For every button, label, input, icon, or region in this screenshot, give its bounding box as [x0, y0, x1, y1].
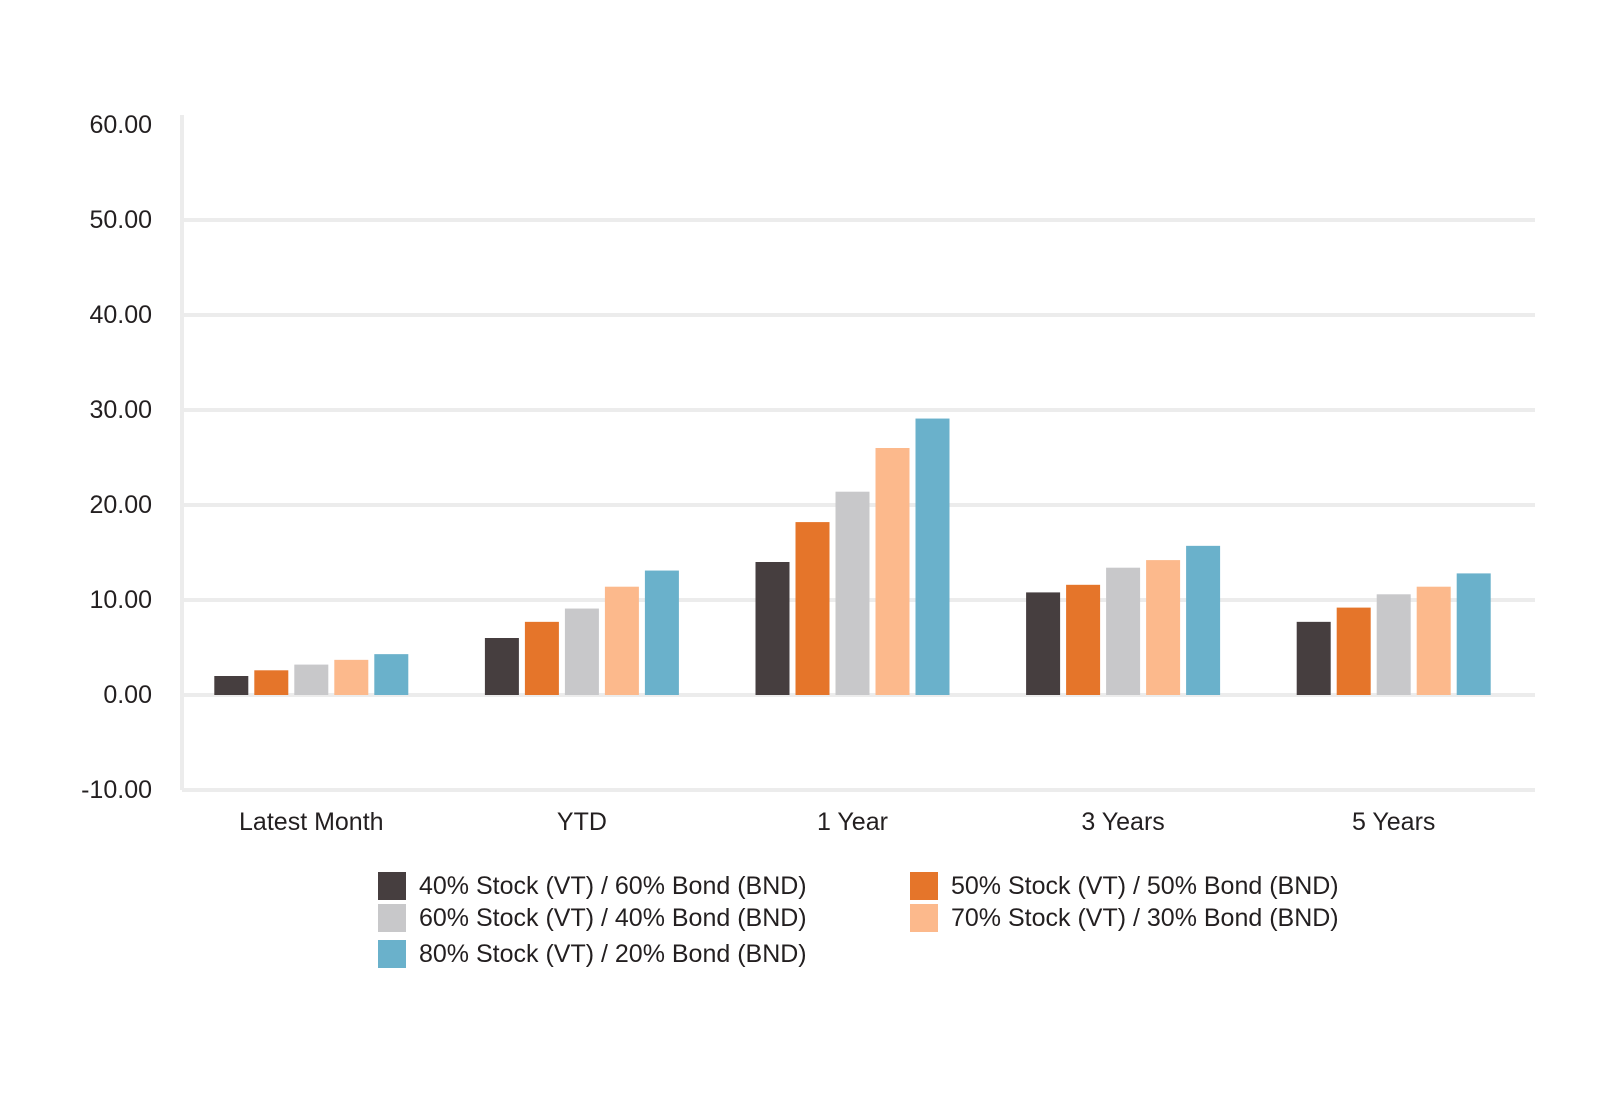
y-tick-label: 40.00	[89, 301, 152, 329]
bars	[214, 418, 1491, 695]
bar	[795, 522, 830, 695]
legend-label: 50% Stock (VT) / 50% Bond (BND)	[951, 872, 1339, 900]
y-tick-label: 20.00	[89, 491, 152, 519]
bar	[1146, 560, 1181, 695]
y-tick-label: 50.00	[89, 206, 152, 234]
bar	[1336, 607, 1371, 695]
legend-swatch	[378, 940, 406, 968]
bar	[835, 491, 870, 695]
bar	[1106, 567, 1141, 695]
bar	[334, 659, 369, 695]
bar	[1296, 621, 1331, 695]
y-tick-label: 0.00	[103, 681, 152, 709]
legend-label: 60% Stock (VT) / 40% Bond (BND)	[419, 904, 807, 932]
bar	[1186, 545, 1221, 695]
bar	[1026, 592, 1061, 695]
bar	[374, 654, 409, 695]
bar	[1456, 573, 1491, 695]
y-axis: 60.00 50.00 40.00 30.00 20.00 10.00 0.00 -10.00	[81, 111, 152, 804]
legend-swatch	[910, 904, 938, 932]
legend-swatch	[378, 904, 406, 932]
legend: 40% Stock (VT) / 60% Bond (BND) 50% Stock…	[378, 872, 1339, 968]
legend-swatch	[910, 872, 938, 900]
x-tick-label: Latest Month	[239, 808, 384, 836]
bar	[564, 608, 599, 695]
bar	[644, 570, 679, 695]
legend-label: 80% Stock (VT) / 20% Bond (BND)	[419, 940, 807, 968]
legend-label: 70% Stock (VT) / 30% Bond (BND)	[951, 904, 1339, 932]
bar	[294, 664, 329, 695]
bar	[214, 676, 249, 695]
x-axis: Latest Month YTD 1 Year 3 Years 5 Years	[239, 808, 1435, 836]
x-tick-label: YTD	[557, 808, 607, 836]
y-tick-label: -10.00	[81, 776, 152, 804]
x-tick-label: 3 Years	[1081, 808, 1164, 836]
y-tick-label: 60.00	[89, 111, 152, 139]
bar	[1416, 586, 1451, 695]
bar	[1066, 584, 1101, 695]
y-tick-label: 10.00	[89, 586, 152, 614]
bar	[875, 448, 910, 695]
bar	[524, 621, 559, 695]
bar	[915, 418, 950, 695]
x-tick-label: 1 Year	[817, 808, 888, 836]
bar	[1376, 594, 1411, 695]
bar	[604, 586, 639, 695]
x-tick-label: 5 Years	[1352, 808, 1435, 836]
y-tick-label: 30.00	[89, 396, 152, 424]
bar	[755, 562, 790, 695]
legend-label: 40% Stock (VT) / 60% Bond (BND)	[419, 872, 807, 900]
legend-swatch	[378, 872, 406, 900]
bar	[254, 670, 289, 695]
bar	[484, 638, 519, 695]
